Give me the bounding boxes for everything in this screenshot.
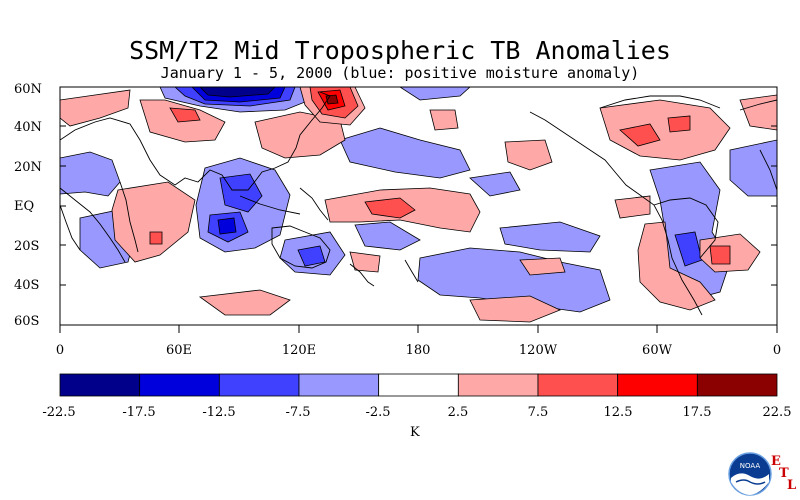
anomaly-region-red	[149, 231, 163, 245]
anomaly-region-pink	[504, 139, 553, 171]
colorbar-tick-label: 7.5	[527, 405, 549, 420]
lat-label-60s: 60S	[14, 314, 40, 329]
anomaly-region-red	[619, 123, 661, 147]
colorbar-tick-label: -7.5	[285, 405, 311, 420]
anomaly-region-pink	[614, 195, 651, 219]
lon-label-0: 0	[55, 343, 65, 358]
anomaly-region-pink	[519, 257, 566, 276]
colorbar-swatch	[537, 373, 619, 397]
anomaly-region-red	[169, 107, 201, 123]
lat-ticks	[60, 125, 777, 286]
coastlines	[60, 91, 777, 316]
anomaly-region-pink	[349, 251, 381, 273]
colorbar-swatch	[139, 373, 220, 397]
colorbar-tick-label: -22.5	[42, 405, 76, 420]
map-title: SSM/T2 Mid Tropospheric TB Anomalies	[129, 36, 671, 65]
anomaly-region-lightblue	[469, 171, 521, 197]
colorbar-swatch	[59, 373, 141, 397]
anomaly-region-pink	[469, 295, 562, 323]
etl-letter: E	[771, 454, 781, 469]
lon-label-120e: 120E	[281, 343, 317, 358]
logo-text: NOAA	[740, 462, 761, 470]
lat-label-eq: EQ	[14, 199, 35, 214]
colorbar-tick-label: 2.5	[447, 405, 469, 420]
lon-label-120w: 120W	[518, 343, 558, 358]
anomaly-region-pink	[637, 221, 716, 311]
anomaly-region-lightblue	[339, 127, 471, 179]
etl-letter: T	[779, 466, 789, 481]
anomaly-region-lightblue	[499, 221, 601, 253]
colorbar-unit: K	[410, 425, 420, 440]
lon-ticks	[59, 325, 778, 333]
colorbar-swatch	[298, 373, 380, 397]
noaa-emblem-icon: NOAA	[728, 452, 772, 496]
anomaly-region-pink	[429, 109, 459, 131]
anomaly-region-lightblue	[399, 87, 471, 101]
lat-label-40n: 40N	[14, 120, 42, 135]
lat-label-20s: 20S	[14, 239, 40, 254]
colorbar-swatch	[696, 373, 778, 397]
colorbar	[59, 373, 778, 397]
colorbar-swatch	[617, 373, 698, 397]
anomaly-region-pink	[60, 89, 131, 127]
anomaly-region-darkblue	[217, 217, 237, 235]
anomaly-region-pink	[111, 181, 196, 263]
anomaly-region-lightblue	[60, 151, 121, 197]
colorbar-tick-label: -17.5	[122, 405, 156, 420]
colorbar-swatch	[457, 373, 539, 397]
anomaly-region-lightblue	[729, 139, 777, 197]
anomaly-region-pink	[599, 99, 731, 161]
colorbar-tick-label: 22.5	[762, 405, 792, 420]
etl-letter: L	[787, 478, 797, 493]
map-subtitle: January 1 - 5, 2000 (blue: positive mois…	[160, 64, 640, 82]
lon-label-60w: 60W	[642, 343, 672, 358]
anomaly-region-lightblue	[354, 221, 421, 251]
anomaly-region-red	[364, 197, 416, 219]
lat-label-60n: 60N	[14, 82, 42, 97]
anomaly-region-blue	[219, 173, 263, 213]
lon-label-180: 180	[405, 343, 431, 358]
anomaly-map	[59, 86, 778, 333]
lon-label-0-east: 0	[772, 343, 782, 358]
anomaly-region-pink	[739, 94, 777, 131]
colorbar-swatch	[218, 373, 300, 397]
anomaly-region-darkblue	[199, 87, 276, 98]
lat-label-40s: 40S	[14, 278, 40, 293]
noaa-logo: NOAA	[728, 452, 772, 500]
colorbar-tick-label: -12.5	[202, 405, 236, 420]
colorbar-tick-label: -2.5	[365, 405, 391, 420]
anomaly-region-red	[667, 115, 691, 133]
anomaly-region-red	[709, 245, 731, 265]
anomaly-region-pink	[198, 289, 291, 316]
colorbar-tick-label: 12.5	[603, 405, 633, 420]
lat-label-20n: 20N	[14, 160, 42, 175]
colorbar-swatch	[378, 373, 459, 397]
colorbar-tick-label: 17.5	[682, 405, 712, 420]
lon-label-60e: 60E	[165, 343, 193, 358]
